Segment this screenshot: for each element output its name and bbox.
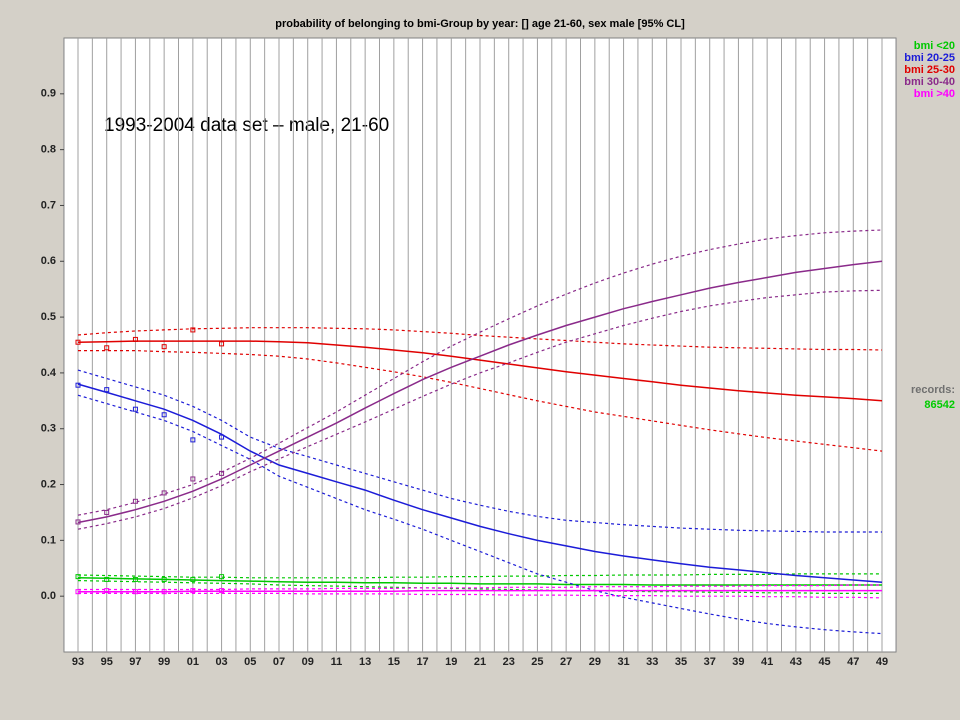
observed-point bbox=[190, 327, 196, 333]
x-tick-label: 47 bbox=[847, 656, 859, 668]
observed-point bbox=[104, 576, 110, 582]
y-tick-label: 0.2 bbox=[41, 478, 56, 490]
fit-line bbox=[77, 260, 883, 524]
legend-entry: bmi 20-25 bbox=[904, 52, 955, 64]
fit-line bbox=[77, 577, 882, 586]
ci-line bbox=[78, 350, 883, 452]
x-tick-label: 25 bbox=[531, 656, 543, 668]
observed-point bbox=[75, 589, 81, 595]
x-tick-label: 23 bbox=[503, 656, 515, 668]
chart-title: probability of belonging to bmi-Group by… bbox=[275, 18, 685, 30]
x-tick-label: 09 bbox=[302, 656, 314, 668]
ci-line bbox=[77, 573, 882, 579]
y-tick-label: 0.1 bbox=[41, 534, 56, 546]
x-tick-label: 31 bbox=[617, 656, 629, 668]
observed-point bbox=[161, 589, 167, 595]
fit-line bbox=[77, 340, 883, 402]
ci-line bbox=[77, 327, 883, 351]
x-tick-label: 21 bbox=[474, 656, 486, 668]
y-tick-label: 0.0 bbox=[41, 590, 56, 602]
observed-point bbox=[161, 344, 167, 350]
y-tick-label: 0.6 bbox=[41, 255, 56, 267]
x-tick-label: 39 bbox=[732, 656, 744, 668]
x-tick-label: 43 bbox=[790, 656, 802, 668]
y-tick-label: 0.7 bbox=[41, 199, 56, 211]
observed-point bbox=[104, 588, 110, 594]
ci-line bbox=[77, 289, 883, 530]
x-tick-label: 01 bbox=[187, 656, 199, 668]
observed-point bbox=[161, 576, 167, 582]
observed-point bbox=[104, 509, 110, 515]
observed-point bbox=[104, 387, 110, 393]
observed-point bbox=[75, 574, 81, 580]
x-tick-label: 37 bbox=[704, 656, 716, 668]
observed-point bbox=[132, 336, 138, 342]
x-tick-label: 95 bbox=[101, 656, 113, 668]
annotation: 1993-2004 data set – male, 21-60 bbox=[104, 115, 389, 136]
observed-point bbox=[75, 519, 81, 525]
y-tick-label: 0.4 bbox=[41, 367, 57, 379]
fit-line bbox=[77, 383, 883, 583]
y-tick-label: 0.8 bbox=[41, 144, 56, 156]
observed-point bbox=[219, 434, 225, 440]
ci-line bbox=[77, 394, 883, 635]
x-tick-label: 97 bbox=[129, 656, 141, 668]
observed-point bbox=[190, 476, 196, 482]
x-tick-label: 27 bbox=[560, 656, 572, 668]
observed-point bbox=[132, 406, 138, 412]
observed-point bbox=[190, 588, 196, 594]
x-tick-label: 19 bbox=[445, 656, 457, 668]
ci-line bbox=[78, 592, 883, 599]
legend-entry: bmi 25-30 bbox=[904, 64, 955, 76]
observed-point bbox=[219, 470, 225, 476]
observed-point bbox=[75, 339, 81, 345]
ci-line bbox=[77, 580, 882, 595]
x-tick-label: 41 bbox=[761, 656, 773, 668]
y-tick-label: 0.9 bbox=[41, 88, 56, 100]
x-tick-label: 49 bbox=[876, 656, 888, 668]
records-label: records: bbox=[911, 384, 955, 396]
ci-line bbox=[78, 584, 882, 591]
observed-point bbox=[132, 589, 138, 595]
x-tick-label: 17 bbox=[416, 656, 428, 668]
legend-entry: bmi 30-40 bbox=[904, 76, 955, 88]
y-tick-label: 0.3 bbox=[41, 423, 56, 435]
x-tick-label: 35 bbox=[675, 656, 687, 668]
observed-point bbox=[190, 437, 196, 443]
observed-point bbox=[104, 345, 110, 351]
observed-point bbox=[219, 341, 225, 347]
x-tick-label: 33 bbox=[646, 656, 658, 668]
legend-entry: bmi >40 bbox=[914, 88, 955, 100]
x-tick-label: 15 bbox=[388, 656, 400, 668]
x-tick-label: 03 bbox=[215, 656, 227, 668]
x-tick-label: 07 bbox=[273, 656, 285, 668]
x-tick-label: 99 bbox=[158, 656, 170, 668]
fit-line bbox=[78, 589, 882, 593]
observed-point bbox=[190, 576, 196, 582]
x-tick-label: 11 bbox=[331, 656, 343, 668]
x-tick-label: 29 bbox=[589, 656, 601, 668]
observed-point bbox=[132, 498, 138, 504]
observed-point bbox=[161, 412, 167, 418]
observed-point bbox=[219, 574, 225, 580]
x-tick-label: 13 bbox=[359, 656, 371, 668]
observed-point bbox=[75, 382, 81, 388]
x-tick-label: 05 bbox=[244, 656, 256, 668]
observed-point bbox=[219, 588, 225, 594]
observed-point bbox=[161, 490, 167, 496]
x-tick-label: 45 bbox=[818, 656, 830, 668]
legend-entry: bmi <20 bbox=[914, 40, 955, 52]
x-tick-label: 93 bbox=[72, 656, 84, 668]
records-value: 86542 bbox=[924, 399, 955, 411]
y-tick-label: 0.5 bbox=[41, 311, 56, 323]
observed-point bbox=[132, 576, 138, 582]
ci-line bbox=[77, 229, 883, 516]
